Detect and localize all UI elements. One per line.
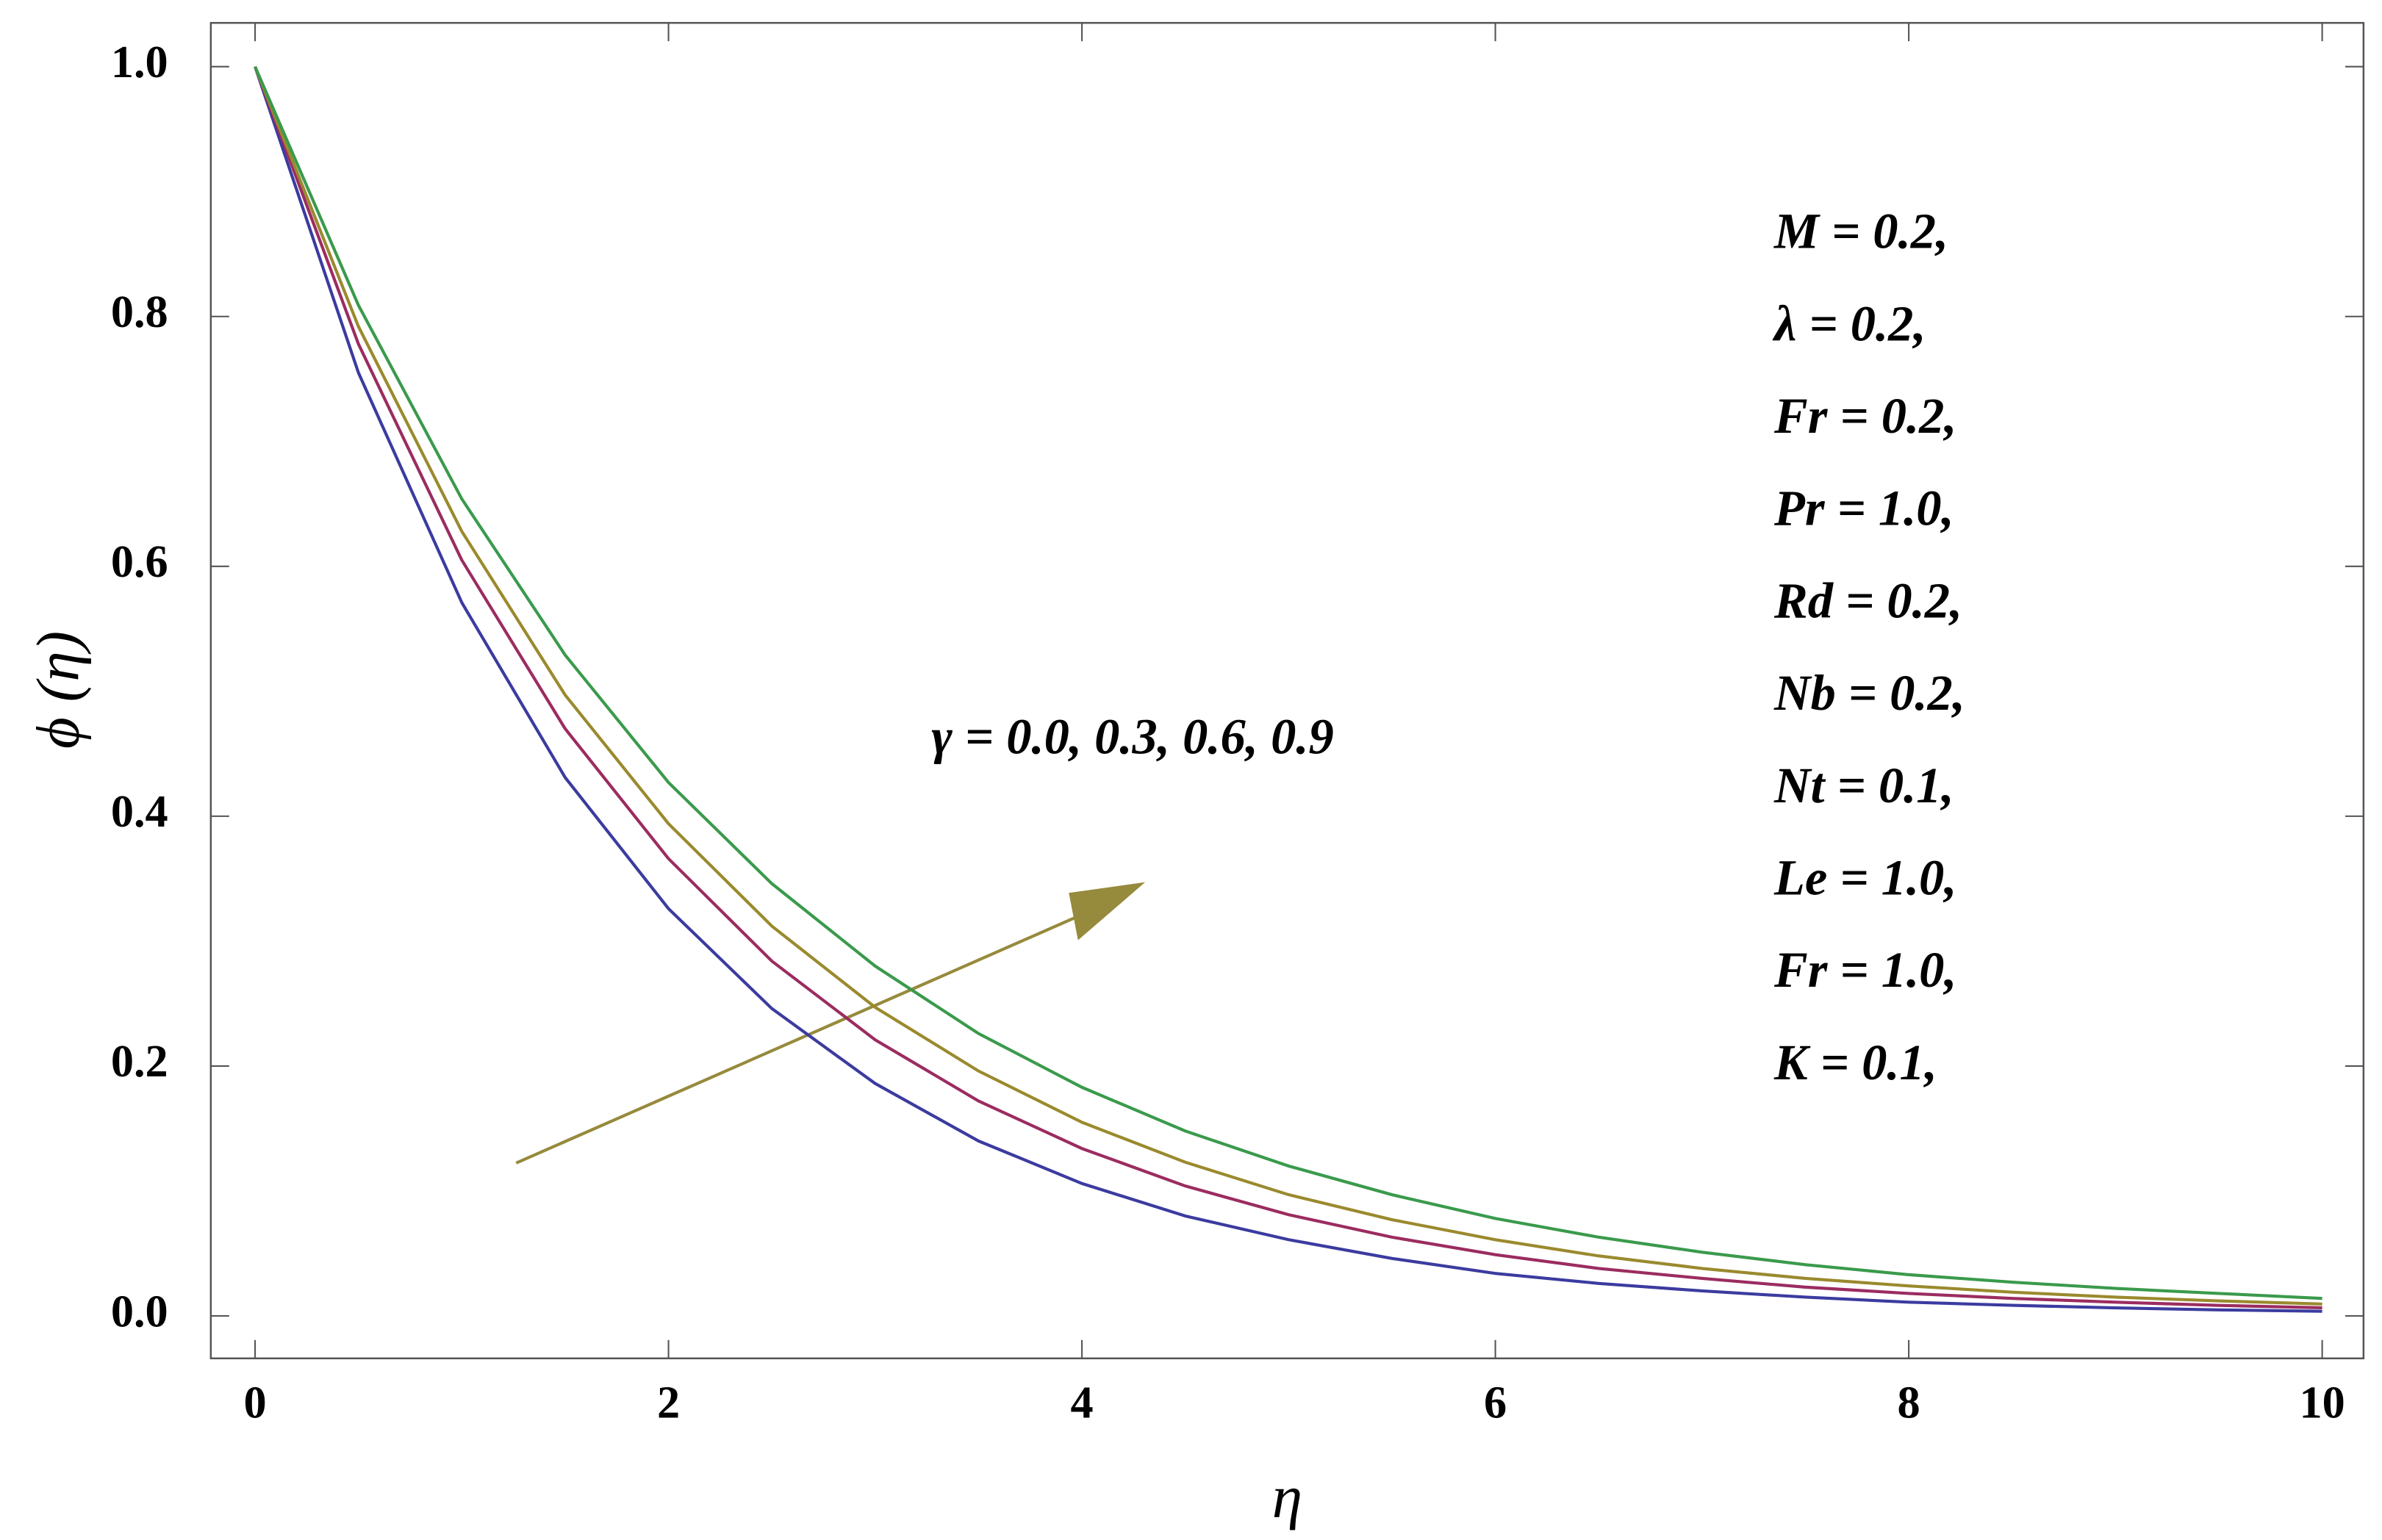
y-tick-label: 1.0 (111, 37, 168, 87)
parameter: Nb = 0.2, (1773, 665, 1965, 721)
y-tick-label: 0.0 (111, 1286, 168, 1336)
y-tick-label: 0.6 (111, 536, 168, 587)
y-axis-label: ϕ (η) (24, 631, 92, 749)
parameter: λ = 0.2, (1772, 295, 1926, 351)
series-line (254, 65, 2322, 1306)
series-line (254, 65, 2322, 1300)
x-tick-label: 8 (1898, 1378, 1920, 1428)
x-tick-label: 6 (1484, 1378, 1507, 1428)
series-line (254, 65, 2322, 1310)
parameter-list: M = 0.2, λ = 0.2, Fr = 0.2, Pr = 1.0, Rd = 0… (1772, 204, 1965, 1090)
x-tick-label: 0 (243, 1378, 266, 1428)
parameter: Le = 1.0, (1773, 849, 1956, 905)
parameter: Fr = 1.0, (1773, 942, 1957, 998)
parameter: M = 0.2, (1773, 204, 1948, 259)
parameter: Fr = 0.2, (1773, 388, 1957, 444)
x-axis-label: η (1272, 1463, 1302, 1530)
arrow (515, 882, 1146, 1165)
series-line (254, 66, 2322, 1313)
y-tick-label: 0.4 (111, 786, 168, 837)
parameter: K = 0.1, (1773, 1035, 1937, 1090)
parameter: Nt = 0.1, (1773, 758, 1954, 813)
x-tick-label: 10 (2299, 1378, 2345, 1428)
x-tick-label: 2 (657, 1378, 680, 1428)
arrow-head (1069, 882, 1146, 940)
arrow-shaft (515, 908, 1094, 1165)
parameter: Pr = 1.0, (1773, 481, 1954, 536)
y-tick-label: 0.2 (111, 1036, 168, 1087)
plot-frame (209, 21, 2365, 1360)
parameter: Rd = 0.2, (1773, 572, 1962, 628)
gamma-annotation: γ = 0.0, 0.3, 0.6, 0.9 (931, 708, 1333, 764)
x-tick-label: 4 (1071, 1378, 1094, 1428)
y-tick-label: 0.8 (111, 287, 168, 337)
